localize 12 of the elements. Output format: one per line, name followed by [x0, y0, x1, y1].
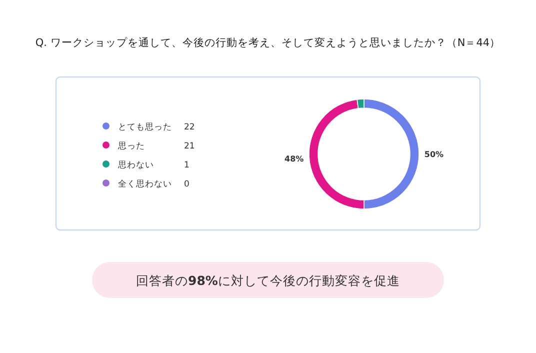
chart-title: Q. ワークショップを通して、今後の行動を考え、そして変えようと思いましたか？（N＝44）: [35, 36, 501, 49]
text: 0: [184, 180, 190, 190]
text: 21: [184, 142, 195, 152]
text: 回答者の98%に対して今後の行動変容を促進: [136, 273, 400, 288]
legend-label: 全く思わない: [118, 178, 172, 190]
legend-label: 思わない: [117, 160, 154, 170]
data-label: 48%: [284, 154, 304, 164]
text: 22: [184, 122, 195, 132]
legend-label: とても思った: [118, 122, 172, 132]
text: 1: [184, 160, 190, 170]
data-label: 50%: [424, 150, 444, 159]
legend-label: 思った: [117, 140, 145, 152]
